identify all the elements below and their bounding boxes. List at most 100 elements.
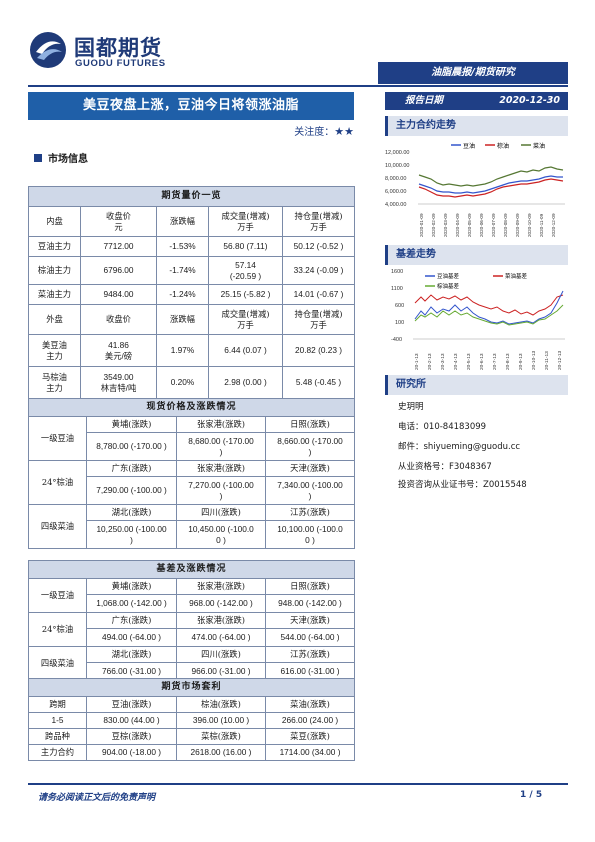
table-cell: 266.00 (24.00 ): [264, 712, 356, 729]
y-tick: 10,000.00: [385, 163, 409, 169]
x-tick: 20-2-13: [427, 353, 433, 370]
table-cell: 57.14 (-20.59 ): [208, 256, 283, 285]
x-tick: 2020-05-09: [467, 213, 472, 237]
x-tick: 2020-07-09: [491, 213, 496, 237]
table-cell: 跨品种: [28, 728, 87, 745]
col-header: 张家港(涨跌): [176, 460, 266, 477]
col-header: 豆棕(涨跌): [86, 728, 177, 745]
y-tick: 4,000.00: [385, 202, 406, 208]
x-tick: 20-7-13: [492, 353, 498, 370]
table-cell: 24°棕油: [28, 460, 87, 505]
table-cell: 830.00 (44.00 ): [86, 712, 177, 729]
table-cell: 10,100.00 (-100.0 0 ): [264, 520, 356, 549]
attention-stars: ★★: [334, 125, 354, 138]
col-header: 四川(涨跌): [176, 646, 266, 663]
table-cell: 8,780.00 (-170.00 ): [86, 432, 177, 461]
x-tick: 20-8-13: [505, 353, 511, 370]
table-cell: 棕油主力: [28, 256, 81, 285]
analyst-email: 邮件：shiyueming@guodu.cc: [398, 442, 521, 452]
main-contract-trend-label: 主力合约走势: [396, 120, 456, 131]
basis-trend-label: 基差走势: [396, 249, 436, 260]
table-cell: 马棕油 主力: [28, 366, 81, 399]
col-header: 广东(涨跌): [86, 612, 177, 629]
table-cell: 494.00 (-64.00 ): [86, 628, 177, 647]
col-header: 收盘价 元: [80, 206, 157, 237]
header-rule: [28, 85, 568, 87]
table-cell: 14.01 (-0.67 ): [281, 284, 356, 305]
col-header: 菜豆(涨跌): [264, 728, 356, 745]
legend-label: 棕油: [497, 142, 509, 150]
col-header: 收盘价: [80, 304, 157, 335]
x-tick: 2020-06-09: [479, 213, 484, 237]
table-cell: 1-5: [28, 712, 87, 729]
arbitrage-table: 期货市场套利 跨期 豆油(涨跌) 棕油(涨跌) 菜油(涨跌) 1-5 830.0…: [27, 678, 356, 761]
table-cell: 2.98 (0.00 ): [208, 366, 283, 399]
table-cell: 2618.00 (16.00 ): [176, 744, 266, 761]
futures-table: 期货量价一览 内盘 收盘价 元 涨跌幅 成交量(增减) 万手 持仓量(增减) 万…: [27, 186, 356, 399]
table-cell: -1.24%: [156, 284, 209, 305]
col-header: 天津(涨跌): [264, 612, 356, 629]
basis-trend-heading: 基差走势: [385, 245, 568, 265]
col-header: 湖北(涨跌): [86, 646, 177, 663]
x-tick: 2020-01-09: [419, 213, 424, 237]
brand-name-cn: 国都期货: [74, 36, 162, 60]
series-palm-basis-line: [414, 304, 564, 326]
legend-soy-basis: 豆油基差: [425, 272, 460, 280]
col-header: 张家港(涨跌): [176, 416, 266, 433]
x-tick: 2020-08-09: [503, 213, 508, 237]
col-header: 豆油(涨跌): [86, 696, 177, 713]
analyst-name: 史玥明: [398, 402, 424, 412]
col-header: 黄埔(涨跌): [86, 416, 177, 433]
legend-palm: 棕油: [485, 142, 509, 150]
table-cell: 一级豆油: [28, 578, 87, 613]
table-cell: 948.00 (-142.00 ): [264, 594, 356, 613]
table-cell: 1,068.00 (-142.00 ): [86, 594, 177, 613]
analyst-phone: 电话：010-84183099: [398, 422, 487, 432]
table-cell: 四级菜油: [28, 504, 87, 549]
col-header: 涨跌幅: [156, 206, 209, 237]
col-header: 外盘: [28, 304, 81, 335]
x-tick: 20-12-13: [557, 350, 563, 370]
footer-rule: [28, 783, 568, 785]
futures-table-head: 期货量价一览: [27, 186, 356, 207]
attention-rating: 关注度：★★: [240, 123, 354, 138]
table-cell: 904.00 (-18.00 ): [86, 744, 177, 761]
legend-label: 豆油: [463, 142, 475, 150]
table-cell: 8,660.00 (-170.00 ): [264, 432, 356, 461]
arbitrage-table-head: 期货市场套利: [27, 678, 356, 697]
table-cell: 0.20%: [156, 366, 209, 399]
attention-label: 关注度：: [294, 127, 335, 138]
table-cell: 10,450.00 (-100.0 0 ): [176, 520, 266, 549]
table-cell: 33.24 (-0.09 ): [281, 256, 356, 285]
col-header: 内盘: [28, 206, 81, 237]
table-cell: 544.00 (-64.00 ): [264, 628, 356, 647]
col-header: 江苏(涨跌): [264, 504, 356, 521]
table-cell: 41.86 美元/磅: [80, 334, 157, 367]
x-tick: 20-3-13: [440, 353, 446, 370]
research-heading: 研究所: [385, 375, 568, 395]
main-contract-chart: 豆油 棕油 菜油 12,000.00 10,000.00 8,000.00 6,…: [385, 139, 568, 239]
report-category-tab: 油脂晨报/期货研究: [378, 62, 568, 84]
series-soy-basis-line: [414, 290, 564, 325]
col-header: 天津(涨跌): [264, 460, 356, 477]
report-title: 美豆夜盘上涨，豆油今日将领涨油脂: [28, 92, 354, 120]
series-rape-line: [418, 166, 564, 187]
legend-soy: 豆油: [451, 142, 475, 150]
disclaimer-note: 请务必阅读正文后的免责声明: [38, 793, 156, 803]
y-tick: 1600: [391, 269, 403, 275]
legend-palm-basis: 棕油基差: [425, 282, 460, 290]
x-tick: 20-1-13: [414, 353, 420, 370]
table-cell: 396.00 (10.00 ): [176, 712, 266, 729]
table-cell: 9484.00: [80, 284, 157, 305]
brand-logo-icon: [28, 30, 68, 70]
square-bullet-icon: [34, 154, 42, 162]
table-cell: 7,340.00 (-100.00 ): [264, 476, 356, 505]
table-cell: 56.80 (7.11): [208, 236, 283, 257]
market-info-heading: 市场信息: [34, 150, 88, 165]
table-cell: 1714.00 (34.00 ): [264, 744, 356, 761]
col-header: 日照(涨跌): [264, 578, 356, 595]
col-header: 菜油(涨跌): [264, 696, 356, 713]
table-cell: 主力合约: [28, 744, 87, 761]
table-cell: -1.53%: [156, 236, 209, 257]
x-tick: 2020-10-09: [527, 213, 532, 237]
